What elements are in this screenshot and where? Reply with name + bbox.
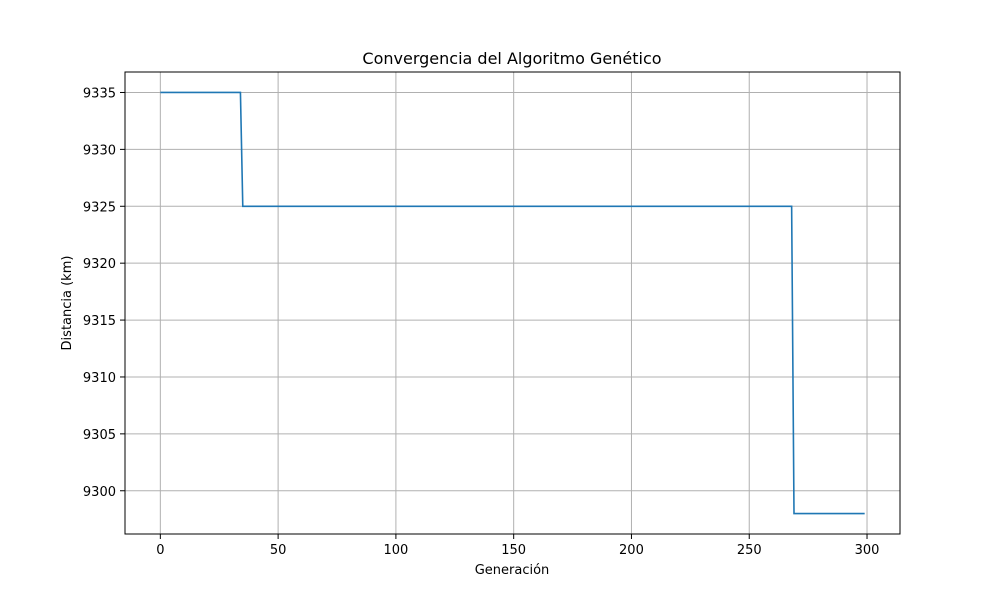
y-tick-label: 9315: [83, 314, 116, 329]
plot-frame: [124, 71, 901, 535]
x-tick-label: 100: [383, 543, 408, 558]
series-line: [160, 91, 865, 515]
y-tick-label: 9325: [83, 200, 116, 215]
x-axis-label: Generación: [475, 563, 550, 578]
y-tick-label: 9335: [83, 86, 116, 101]
chart-title: Convergencia del Algoritmo Genético: [362, 49, 661, 68]
y-tick-label: 9305: [83, 428, 116, 443]
y-axis-label: Distancia (km): [60, 256, 75, 351]
x-tick-label: 0: [156, 543, 164, 558]
y-tick-label: 9310: [83, 371, 116, 386]
x-tick-label: 150: [501, 543, 526, 558]
x-tick-label: 200: [619, 543, 644, 558]
series-layer: [160, 91, 865, 515]
axis-ticks: 0 50 100 150 200 250 300 9300 9305 9310 9315 9320 93…: [83, 86, 880, 558]
x-tick-label: 250: [737, 543, 762, 558]
x-tick-label: 300: [855, 543, 880, 558]
y-tick-label: 9300: [83, 485, 116, 500]
y-tick-label: 9330: [83, 143, 116, 158]
y-tick-label: 9320: [83, 257, 116, 272]
x-tick-label: 50: [270, 543, 287, 558]
